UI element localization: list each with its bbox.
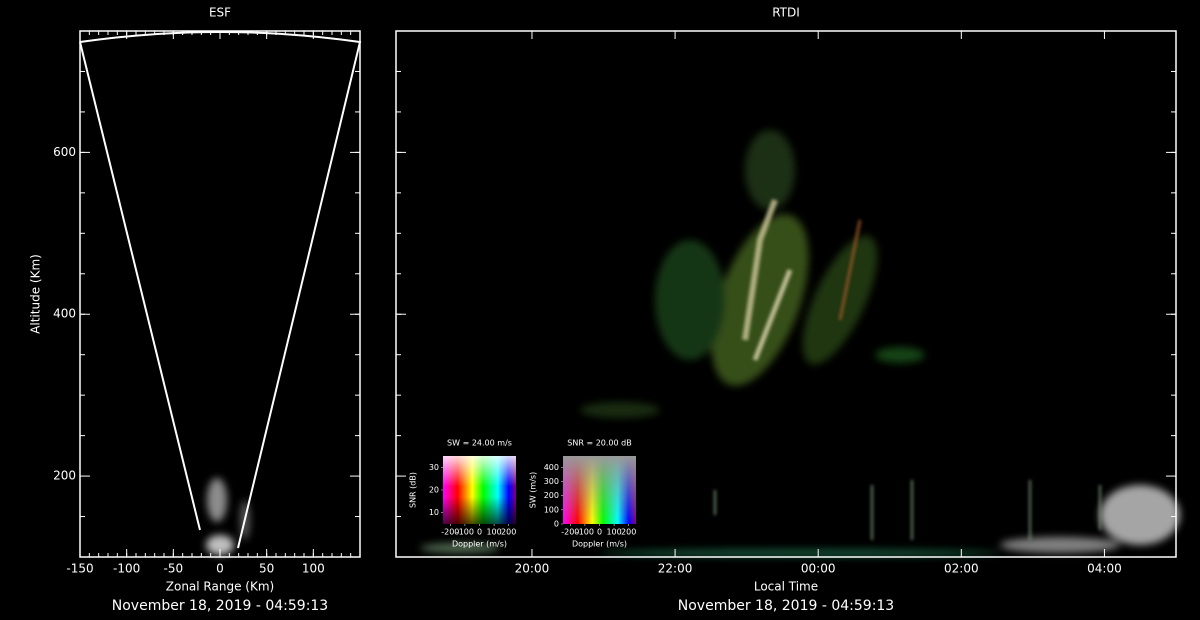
- key-y-tick-label: 200: [544, 491, 559, 500]
- caption: November 18, 2019 - 04:59:13: [678, 598, 894, 614]
- x-tick-label: -100: [113, 562, 140, 576]
- key-y-label: SNR (dB): [409, 472, 418, 508]
- x-tick-label: 22:00: [658, 562, 693, 576]
- echo-streaks: [714, 198, 1101, 540]
- key-x-tick-label: 200: [501, 528, 516, 537]
- panel-title: ESF: [209, 6, 231, 20]
- x-tick-label: 0: [216, 562, 224, 576]
- axes-layer: ESF Zonal Range (Km) November 18, 2019 - 0…: [29, 6, 1176, 614]
- key-x-tick-label: 0: [597, 528, 602, 537]
- panel-title: RTDI: [772, 6, 800, 20]
- key-y-tick-label: 20: [429, 486, 439, 495]
- key-x-tick-label: -200: [561, 528, 579, 537]
- x-tick-label: -150: [66, 562, 93, 576]
- key-x-tick-label: 100: [486, 528, 501, 537]
- key-y-tick-label: 0: [554, 520, 559, 529]
- esf-beam-outline: [79, 31, 362, 549]
- color-key-shade: [443, 456, 516, 524]
- y-axis-label: Altitude (Km): [29, 254, 43, 334]
- echo-texture: [206, 130, 1180, 557]
- key-x-tick-label: 0: [477, 528, 482, 537]
- x-tick-label: 02:00: [944, 562, 979, 576]
- y-tick-label: 400: [53, 307, 76, 321]
- key-title: SW = 24.00 m/s: [447, 439, 512, 448]
- key-x-tick-label: 200: [621, 528, 636, 537]
- x-tick-label: 100: [302, 562, 325, 576]
- caption: November 18, 2019 - 04:59:13: [112, 598, 328, 614]
- x-axis-label: Zonal Range (Km): [166, 580, 274, 594]
- esf-frame: [79, 30, 361, 558]
- key-y-tick-label: 100: [544, 505, 559, 514]
- x-tick-label: -50: [164, 562, 184, 576]
- key-y-tick-label: 30: [429, 463, 439, 472]
- y-tick-label: 200: [53, 469, 76, 483]
- key-y-tick-label: 400: [544, 463, 559, 472]
- key-title: SNR = 20.00 dB: [567, 439, 631, 448]
- x-tick-label: 04:00: [1087, 562, 1122, 576]
- x-tick-label: 20:00: [515, 562, 550, 576]
- key-y-tick-label: 300: [544, 477, 559, 486]
- key-x-label: Doppler (m/s): [572, 540, 627, 549]
- key-y-tick-label: 10: [429, 508, 439, 517]
- x-tick-label: 50: [259, 562, 274, 576]
- rtdi-frame: [395, 30, 1177, 558]
- key-x-tick-label: -100: [576, 528, 594, 537]
- key-x-tick-label: 100: [606, 528, 621, 537]
- key-x-tick-label: -200: [441, 528, 459, 537]
- color-key-shade: [563, 456, 636, 524]
- x-tick-label: 00:00: [801, 562, 836, 576]
- y-tick-label: 600: [53, 145, 76, 159]
- key-y-label: SW (m/s): [529, 472, 538, 508]
- x-axis-label: Local Time: [754, 580, 818, 594]
- key-x-tick-label: -100: [456, 528, 474, 537]
- key-x-label: Doppler (m/s): [452, 540, 507, 549]
